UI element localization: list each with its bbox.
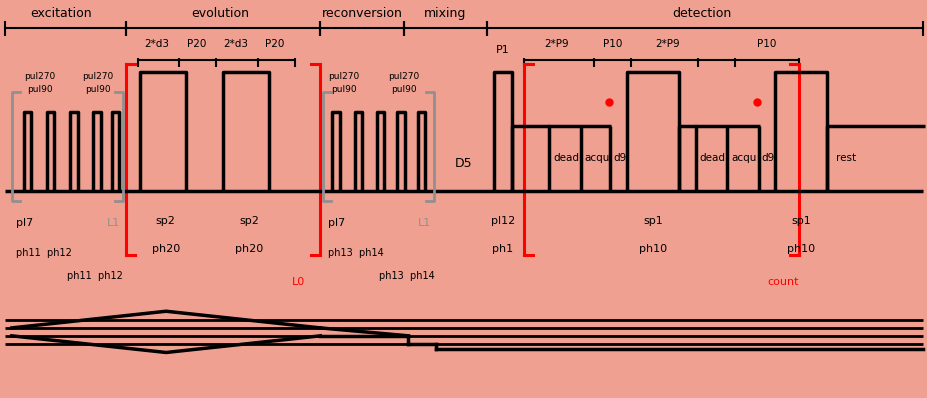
Text: detection: detection	[672, 7, 731, 20]
Text: 2*P9: 2*P9	[544, 39, 568, 49]
Text: pl12: pl12	[490, 216, 514, 226]
Text: 2*P9: 2*P9	[654, 39, 679, 49]
Text: acqu: acqu	[584, 153, 609, 163]
Text: pul90: pul90	[85, 86, 110, 94]
Text: ph11  ph12: ph11 ph12	[17, 248, 72, 258]
Text: ph1: ph1	[492, 244, 513, 254]
Text: sp1: sp1	[791, 216, 810, 226]
Text: d9: d9	[760, 153, 774, 163]
Text: P1: P1	[496, 45, 509, 55]
Text: 2*d3: 2*d3	[144, 39, 169, 49]
Text: reconversion: reconversion	[322, 7, 402, 20]
Text: mixing: mixing	[424, 7, 466, 20]
Text: dead: dead	[552, 153, 578, 163]
Text: D5: D5	[455, 157, 472, 170]
Text: pl7: pl7	[17, 218, 33, 228]
Text: L1: L1	[418, 218, 431, 228]
Text: sp2: sp2	[239, 216, 259, 226]
Text: dead: dead	[699, 153, 725, 163]
Text: L0: L0	[291, 277, 304, 287]
Text: pl7: pl7	[327, 218, 345, 228]
Text: 2*d3: 2*d3	[223, 39, 248, 49]
Text: pul90: pul90	[390, 86, 416, 94]
Text: ph13  ph14: ph13 ph14	[378, 271, 434, 281]
Text: pul90: pul90	[330, 86, 356, 94]
Text: pul270: pul270	[327, 72, 359, 81]
Text: acqu: acqu	[730, 153, 756, 163]
Text: d9: d9	[613, 153, 626, 163]
Text: P10: P10	[756, 39, 776, 49]
Text: count: count	[767, 277, 797, 287]
Text: P20: P20	[187, 39, 207, 49]
Text: sp1: sp1	[642, 216, 662, 226]
Text: ph20: ph20	[151, 244, 180, 254]
Text: excitation: excitation	[30, 7, 92, 20]
Text: ph20: ph20	[235, 244, 263, 254]
Text: ph11  ph12: ph11 ph12	[68, 271, 123, 281]
Text: pul270: pul270	[24, 72, 56, 81]
Text: pul270: pul270	[387, 72, 419, 81]
Text: evolution: evolution	[191, 7, 249, 20]
Text: ph13  ph14: ph13 ph14	[327, 248, 383, 258]
Text: sp2: sp2	[156, 216, 175, 226]
Text: rest: rest	[835, 153, 855, 163]
Text: L1: L1	[107, 218, 121, 228]
Text: ph10: ph10	[786, 244, 815, 254]
Text: P10: P10	[602, 39, 621, 49]
Text: pul270: pul270	[83, 72, 113, 81]
Text: ph10: ph10	[639, 244, 667, 254]
Text: P20: P20	[265, 39, 285, 49]
Text: pul90: pul90	[27, 86, 52, 94]
